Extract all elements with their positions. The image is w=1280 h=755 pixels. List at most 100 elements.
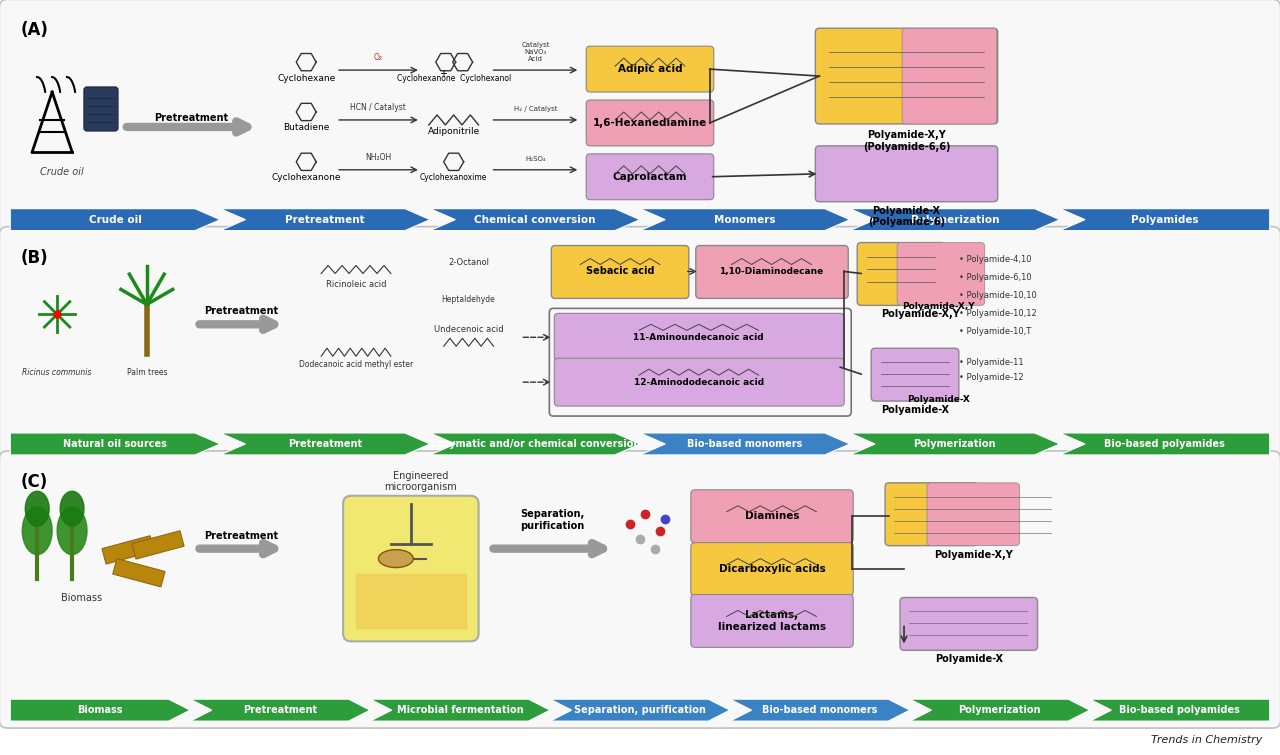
FancyBboxPatch shape (927, 483, 1020, 546)
Text: Caprolactam: Caprolactam (613, 172, 687, 182)
Text: Dodecanoic acid methyl ester: Dodecanoic acid methyl ester (300, 359, 413, 368)
FancyBboxPatch shape (815, 146, 997, 202)
Text: Polyamide-X
(Polyamide-6): Polyamide-X (Polyamide-6) (868, 205, 945, 227)
Text: Engineered
microorganism: Engineered microorganism (384, 471, 457, 492)
Text: Cyclohexane: Cyclohexane (276, 73, 335, 82)
Text: Pretreatment: Pretreatment (243, 705, 317, 715)
Text: • Polyamide-11: • Polyamide-11 (959, 358, 1024, 367)
FancyBboxPatch shape (902, 28, 997, 124)
Text: Biomass: Biomass (61, 593, 102, 603)
Text: O₂: O₂ (374, 53, 383, 62)
Text: Monomers: Monomers (714, 214, 776, 225)
Text: Polymerization: Polymerization (959, 705, 1041, 715)
FancyBboxPatch shape (691, 543, 854, 596)
FancyBboxPatch shape (897, 242, 984, 305)
Text: Chemical conversion: Chemical conversion (475, 214, 595, 225)
Polygon shape (1089, 699, 1270, 721)
Text: • Polyamide-10,12: • Polyamide-10,12 (959, 309, 1037, 318)
FancyBboxPatch shape (0, 451, 1280, 728)
Text: Lactams,
linearized lactams: Lactams, linearized lactams (718, 610, 826, 632)
Polygon shape (550, 699, 730, 721)
Text: • Polyamide-12: • Polyamide-12 (959, 373, 1024, 382)
Polygon shape (910, 699, 1089, 721)
Polygon shape (850, 433, 1060, 455)
Polygon shape (430, 433, 640, 455)
Text: • Polyamide-10,10: • Polyamide-10,10 (959, 291, 1037, 300)
FancyBboxPatch shape (884, 483, 978, 546)
Text: Polyamide-X,Y: Polyamide-X,Y (902, 302, 975, 311)
Polygon shape (850, 208, 1060, 230)
FancyBboxPatch shape (586, 100, 714, 146)
FancyBboxPatch shape (586, 46, 714, 92)
Polygon shape (26, 492, 49, 526)
Text: Crude oil: Crude oil (40, 167, 84, 177)
Text: 1,6-Hexanediamine: 1,6-Hexanediamine (593, 118, 707, 128)
Text: Adipic acid: Adipic acid (618, 64, 682, 74)
Text: Polymerization: Polymerization (910, 214, 1000, 225)
Text: Ricinus communis: Ricinus communis (23, 368, 92, 377)
Text: Polyamides: Polyamides (1132, 214, 1198, 225)
Text: Cyclohexanoxime: Cyclohexanoxime (420, 173, 488, 182)
Text: Ricinoleic acid: Ricinoleic acid (326, 280, 387, 289)
Text: H₂ / Catalyst: H₂ / Catalyst (513, 106, 557, 112)
Text: Butadiene: Butadiene (283, 123, 329, 132)
FancyBboxPatch shape (858, 242, 945, 305)
Text: Pretreatment: Pretreatment (155, 113, 229, 123)
Text: Biomass: Biomass (78, 705, 123, 715)
FancyBboxPatch shape (343, 496, 479, 641)
FancyBboxPatch shape (696, 245, 849, 298)
Text: (A): (A) (20, 21, 49, 39)
FancyBboxPatch shape (815, 28, 997, 124)
Text: (C): (C) (20, 473, 47, 491)
Text: Pretreatment: Pretreatment (205, 531, 279, 541)
Text: Bio-based polyamides: Bio-based polyamides (1105, 439, 1225, 449)
Text: HCN / Catalyst: HCN / Catalyst (349, 103, 406, 112)
FancyBboxPatch shape (586, 154, 714, 200)
Text: Dicarboxylic acids: Dicarboxylic acids (718, 564, 826, 574)
FancyBboxPatch shape (554, 313, 845, 361)
Text: Heptaldehyde: Heptaldehyde (442, 295, 495, 304)
Bar (113, 559, 165, 587)
Text: Polyamide-X: Polyamide-X (908, 395, 970, 404)
Text: Diamines: Diamines (745, 511, 799, 521)
Polygon shape (1060, 433, 1270, 455)
Polygon shape (10, 208, 220, 230)
Text: Bio-based monomers: Bio-based monomers (687, 439, 803, 449)
Text: Polyamide-X,Y: Polyamide-X,Y (882, 310, 960, 319)
Polygon shape (356, 574, 466, 628)
Text: (B): (B) (20, 248, 47, 267)
Text: • Polyamide-4,10: • Polyamide-4,10 (959, 255, 1032, 264)
Text: Trends in Chemistry: Trends in Chemistry (1151, 735, 1263, 745)
Polygon shape (10, 433, 220, 455)
Text: • Polyamide-6,10: • Polyamide-6,10 (959, 273, 1032, 282)
Text: Separation,
purification: Separation, purification (520, 509, 585, 531)
Text: Pretreatment: Pretreatment (205, 307, 279, 316)
Text: Separation, purification: Separation, purification (573, 705, 707, 715)
Text: Polyamide-X: Polyamide-X (934, 655, 1002, 664)
Text: Polymerization: Polymerization (914, 439, 996, 449)
Text: 2-Octanol: 2-Octanol (448, 258, 489, 267)
FancyBboxPatch shape (900, 597, 1038, 650)
Text: Microbial fermentation: Microbial fermentation (397, 705, 524, 715)
Text: Crude oil: Crude oil (88, 214, 142, 225)
Text: Bio-based monomers: Bio-based monomers (762, 705, 878, 715)
Text: Palm trees: Palm trees (127, 368, 168, 377)
Text: H₂SO₄: H₂SO₄ (525, 156, 545, 162)
Text: Cyclohexanone  Cyclohexanol: Cyclohexanone Cyclohexanol (397, 73, 511, 82)
Text: +: + (440, 69, 452, 79)
Text: Polyamide-X,Y
(Polyamide-6,6): Polyamide-X,Y (Polyamide-6,6) (863, 130, 950, 152)
Text: Pretreatment: Pretreatment (288, 439, 362, 449)
Polygon shape (58, 507, 87, 555)
FancyBboxPatch shape (691, 594, 854, 647)
Text: Undecenoic acid: Undecenoic acid (434, 325, 503, 334)
Text: Catalyst
NaVO₃
Acid: Catalyst NaVO₃ Acid (521, 42, 549, 62)
FancyBboxPatch shape (552, 245, 689, 298)
FancyBboxPatch shape (0, 226, 1280, 462)
Text: 12-Aminododecanoic acid: 12-Aminododecanoic acid (634, 378, 764, 387)
Polygon shape (430, 208, 640, 230)
Text: Sebacic acid: Sebacic acid (586, 267, 654, 276)
FancyBboxPatch shape (554, 358, 845, 406)
Ellipse shape (379, 550, 413, 568)
Text: Adiponitrile: Adiponitrile (428, 128, 480, 137)
Polygon shape (60, 492, 84, 526)
